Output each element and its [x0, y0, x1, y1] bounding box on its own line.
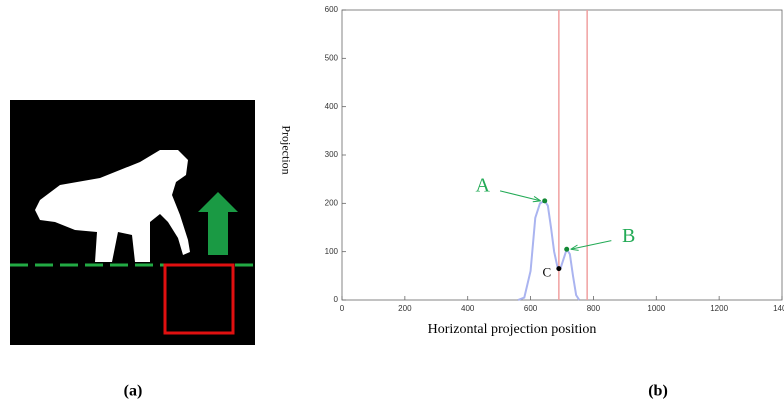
annotation-point [556, 266, 561, 271]
x-axis-label: Horizontal projection position [428, 322, 597, 337]
annotation-arrow [500, 191, 541, 201]
annotation-point [564, 247, 569, 252]
y-tick-label: 300 [325, 150, 339, 159]
silhouette-image [10, 100, 258, 345]
y-tick-label: 0 [334, 295, 339, 304]
x-tick-label: 1200 [710, 304, 728, 313]
y-tick-label: 400 [325, 102, 339, 111]
plot-frame [342, 10, 782, 300]
annotation-label: A [475, 175, 490, 197]
y-tick-label: 500 [325, 53, 339, 62]
projection-curve [518, 201, 579, 300]
figure: Projection Horizontal projection positio… [0, 0, 784, 407]
x-tick-label: 400 [461, 304, 475, 313]
annotation-label: C [543, 265, 552, 280]
x-tick-label: 1400 [773, 304, 784, 313]
page: {"chart_data": {"type": "line", "xlabel"… [0, 0, 784, 407]
x-tick-label: 800 [587, 304, 601, 313]
x-tick-label: 1000 [647, 304, 665, 313]
y-tick-label: 600 [325, 5, 339, 14]
y-axis-label: Projection [279, 125, 293, 174]
caption: (a) [124, 383, 143, 400]
x-tick-label: 200 [398, 304, 412, 313]
x-tick-label: 600 [524, 304, 538, 313]
y-tick-label: 200 [325, 198, 339, 207]
y-tick-label: 100 [325, 247, 339, 256]
annotation-label: B [622, 225, 635, 247]
caption: (b) [648, 383, 668, 400]
annotation-point [542, 198, 547, 203]
x-tick-label: 0 [340, 304, 345, 313]
